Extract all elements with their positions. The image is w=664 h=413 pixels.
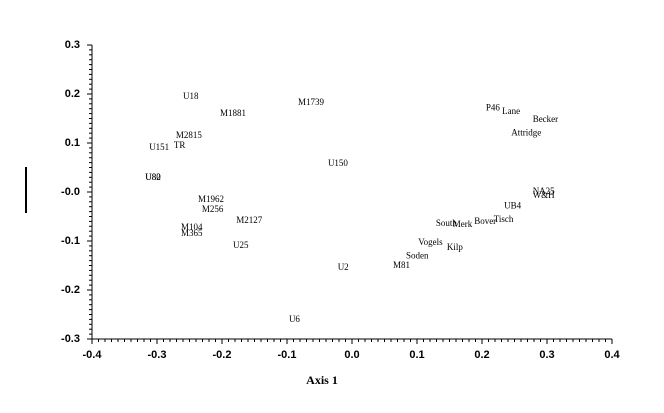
- x-tick-label: 0.0: [344, 349, 359, 361]
- x-tick-label: -0.4: [83, 349, 103, 361]
- y-tick-label: -0.3: [61, 333, 80, 345]
- point-label: South: [436, 218, 458, 228]
- x-tick-label: 0.4: [604, 349, 620, 361]
- point-label: M1881: [220, 108, 246, 118]
- point-label: M81: [393, 260, 410, 270]
- point-label: Merk: [453, 219, 473, 229]
- point-label: Tisch: [494, 214, 514, 224]
- point-label: U6: [289, 314, 300, 324]
- point-label: M104: [181, 222, 203, 232]
- x-tick-label: -0.1: [278, 349, 297, 361]
- x-axis-label: Axis 1: [306, 373, 338, 387]
- point-label: M256: [202, 204, 224, 214]
- y-tick-label: 0.1: [65, 137, 80, 149]
- y-tick-label: 0.3: [65, 39, 80, 51]
- point-label: Lane: [502, 106, 520, 116]
- point-label: U2: [338, 262, 349, 272]
- y-tick-label: -0.0: [61, 186, 80, 198]
- point-label: UB4: [504, 200, 522, 210]
- x-tick-label: 0.1: [409, 349, 424, 361]
- point-label: Vogels: [418, 237, 443, 247]
- point-label: M1739: [298, 97, 325, 107]
- point-label: Bover: [474, 216, 496, 226]
- point-label: U82: [145, 172, 161, 182]
- point-label: W&H: [533, 190, 555, 200]
- point-label: M1962: [198, 194, 224, 204]
- point-label: Kilp: [447, 242, 464, 252]
- y-tick-label: -0.1: [61, 235, 80, 247]
- point-label: P46: [486, 102, 501, 112]
- x-tick-label: 0.2: [474, 349, 489, 361]
- x-tick-label: -0.3: [148, 349, 167, 361]
- y-tick-label: -0.2: [61, 284, 80, 296]
- point-label: M365: [181, 228, 203, 238]
- point-label: U151: [149, 142, 169, 152]
- point-label: M2127: [236, 215, 263, 225]
- point-label: Attridge: [511, 127, 541, 137]
- point-label: U150: [328, 158, 348, 168]
- point-label: U18: [183, 91, 199, 101]
- x-tick-label: 0.3: [539, 349, 554, 361]
- point-label: TR: [174, 140, 186, 150]
- point-label: M2815: [176, 130, 203, 140]
- point-label: Becker: [533, 114, 558, 124]
- point-label: NA25: [533, 186, 555, 196]
- point-label: Soden: [406, 250, 429, 260]
- x-tick-label: -0.2: [213, 349, 232, 361]
- point-label: U80: [145, 172, 161, 182]
- y-tick-label: 0.2: [65, 88, 80, 100]
- point-label: U25: [233, 240, 249, 250]
